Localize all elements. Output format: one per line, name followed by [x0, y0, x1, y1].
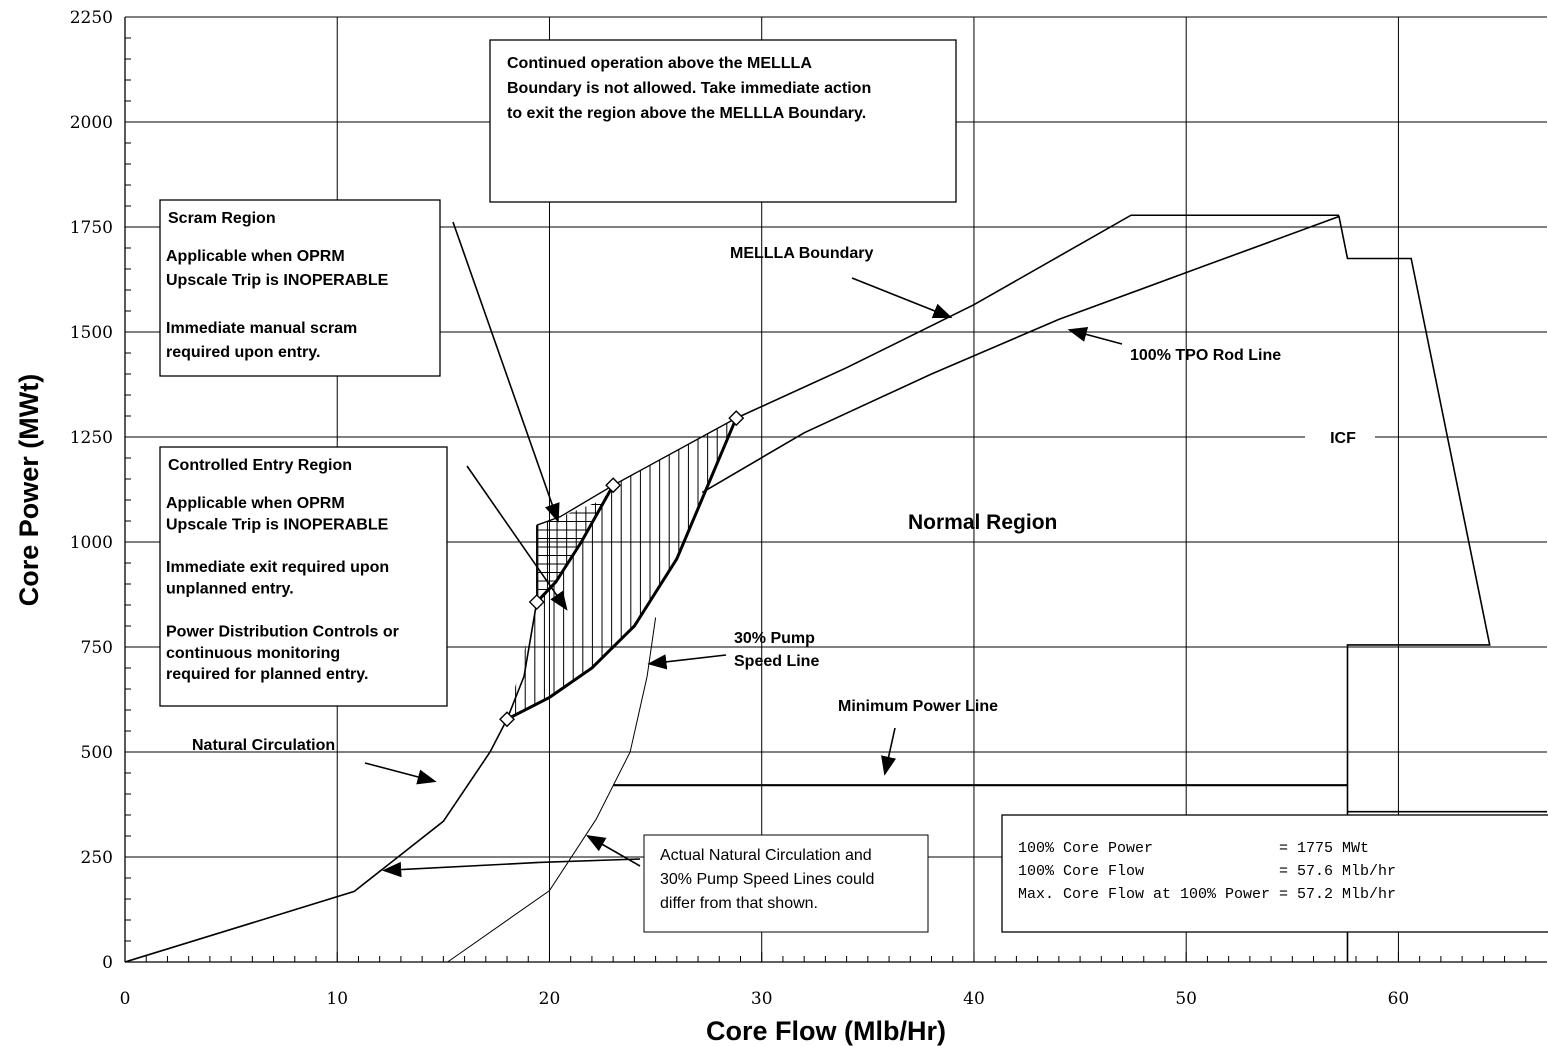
mellla-note-line: Boundary is not allowed. Take immediate …: [507, 80, 871, 97]
controlled-entry-line: Power Distribution Controls or: [166, 623, 399, 640]
pump-speed-label-1: 30% Pump: [734, 630, 815, 647]
y-tick-label-500: 500: [81, 743, 113, 763]
y-tick-label-0: 0: [102, 953, 113, 973]
y-tick-label-1250: 1250: [70, 428, 113, 448]
mellla-note-line: Continued operation above the MELLLA: [507, 55, 812, 72]
x-tick-label-50: 50: [1175, 989, 1197, 1009]
normal-region-label: Normal Region: [908, 511, 1057, 534]
actual-note-line: differ from that shown.: [660, 895, 818, 912]
controlled-entry-line: Applicable when OPRM: [166, 495, 345, 512]
mellla-note-line: to exit the region above the MELLLA Boun…: [507, 105, 866, 122]
controlled-entry-hatch: [496, 395, 746, 752]
scram-region-line: Upscale Trip is INOPERABLE: [166, 272, 389, 289]
actual-note-arrow-pump: [588, 836, 640, 866]
x-tick-label-60: 60: [1388, 989, 1410, 1009]
controlled-entry-line: Upscale Trip is INOPERABLE: [166, 516, 389, 533]
pump-speed-label-2: Speed Line: [734, 653, 819, 670]
controlled-entry-line: unplanned entry.: [166, 581, 294, 598]
diamond-point-2: [606, 478, 620, 492]
info-box-line: 100% Core Power = 1775 MWt: [1018, 840, 1369, 857]
mellla-boundary-label: MELLLA Boundary: [730, 245, 874, 262]
mellla-boundary-arrow: [852, 278, 951, 317]
region-upper-boundary: [537, 418, 737, 525]
x-tick-label-40: 40: [963, 989, 985, 1009]
actual-note-leader: [539, 859, 640, 862]
y-tick-label-1500: 1500: [70, 323, 113, 343]
annotation-labels: Continued operation above the MELLLA Boun…: [160, 40, 1548, 932]
scram-region-line: required upon entry.: [166, 344, 320, 361]
actual-note-line: 30% Pump Speed Lines could: [660, 871, 874, 888]
info-box-line: 100% Core Flow = 57.6 Mlb/hr: [1018, 863, 1396, 880]
x-tick-label-30: 30: [751, 989, 773, 1009]
scram-region-arrow: [453, 222, 558, 521]
y-tick-label-750: 750: [81, 638, 113, 658]
region-hatching: [496, 395, 746, 752]
controlled-entry-line: required for planned entry.: [166, 666, 368, 683]
minimum-power-arrow: [885, 728, 895, 774]
icf-label: ICF: [1330, 430, 1356, 447]
x-axis-title: Core Flow (Mlb/Hr): [706, 1016, 946, 1046]
scram-region-line: Immediate manual scram: [166, 320, 357, 337]
diamond-point-3: [729, 411, 743, 425]
controlled-entry-arrow: [467, 466, 566, 609]
diamond-point-0: [500, 712, 514, 726]
y-tick-label-2250: 2250: [70, 8, 113, 28]
y-tick-label-250: 250: [81, 848, 113, 868]
pump-speed-arrow: [649, 655, 726, 664]
y-axis-title: Core Power (MWt): [14, 374, 44, 607]
y-tick-label-1750: 1750: [70, 218, 113, 238]
controlled-entry-title: Controlled Entry Region: [168, 457, 352, 474]
controlled-entry-line: continuous monitoring: [166, 645, 340, 662]
y-tick-label-2000: 2000: [70, 113, 113, 133]
actual-note-arrow-natural: [384, 862, 539, 870]
tpo-rod-line-label: 100% TPO Rod Line: [1130, 347, 1281, 364]
minimum-power-line-label: Minimum Power Line: [838, 698, 998, 715]
natural-circulation-arrow: [365, 763, 435, 781]
actual-note-line: Actual Natural Circulation and: [660, 847, 872, 864]
scram-region-line: Applicable when OPRM: [166, 248, 345, 265]
x-tick-label-20: 20: [539, 989, 561, 1009]
x-tick-label-0: 0: [120, 989, 131, 1009]
y-tick-label-1000: 1000: [70, 533, 113, 553]
series-30-pump-speed-line: [448, 618, 656, 962]
x-tick-label-10: 10: [326, 989, 348, 1009]
scram-region-title: Scram Region: [168, 210, 276, 227]
natural-circulation-label: Natural Circulation: [192, 737, 335, 754]
info-box-line: Max. Core Flow at 100% Power = 57.2 Mlb/…: [1018, 886, 1396, 903]
controlled-entry-line: Immediate exit required upon: [166, 559, 389, 576]
